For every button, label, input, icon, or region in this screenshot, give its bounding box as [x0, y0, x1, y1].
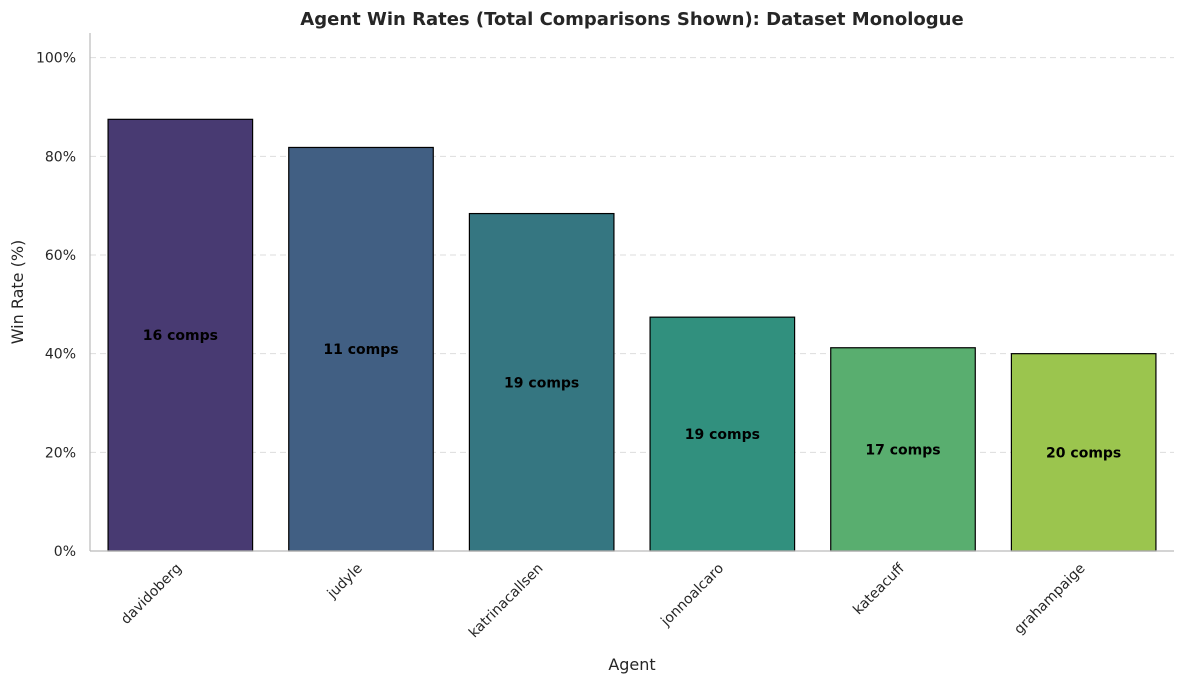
bar — [107, 118, 254, 552]
bar-count-label: 20 comps — [1046, 445, 1121, 461]
bars — [107, 118, 1157, 552]
bar-count-label: 19 comps — [504, 375, 579, 391]
y-tick-label: 100% — [36, 51, 76, 67]
y-tick-label: 60% — [45, 248, 76, 264]
bar — [649, 316, 796, 552]
bar-count-label: 11 comps — [323, 342, 398, 358]
y-tick-label: 40% — [45, 347, 76, 363]
bar — [468, 212, 615, 552]
bar — [1010, 353, 1157, 552]
bar-count-label: 19 comps — [685, 427, 760, 443]
x-tick-label: davidoberg — [118, 561, 185, 628]
bar-count-label: 16 comps — [143, 328, 218, 344]
x-tick-label: kateacuff — [850, 560, 908, 618]
chart-title: Agent Win Rates (Total Comparisons Shown… — [300, 9, 963, 30]
x-tick-label: judyle — [324, 561, 366, 603]
bar — [288, 146, 434, 552]
x-axis-label: Agent — [608, 655, 655, 674]
y-tick-label: 20% — [45, 445, 76, 461]
y-tick-label: 0% — [54, 544, 76, 560]
grid — [90, 57, 1174, 453]
y-axis-label: Win Rate (%) — [8, 240, 27, 345]
bar — [830, 347, 976, 552]
bar-count-label: 17 comps — [865, 442, 940, 458]
y-tick-label: 80% — [45, 149, 76, 165]
x-tick-label: jonnoalcaro — [657, 561, 727, 631]
bar-labels: 16 comps 11 comps 19 comps 19 comps 17 comps… — [143, 328, 1122, 461]
x-tick-label: katrinacallsen — [466, 561, 547, 642]
x-tick-label: grahampaige — [1011, 561, 1088, 638]
